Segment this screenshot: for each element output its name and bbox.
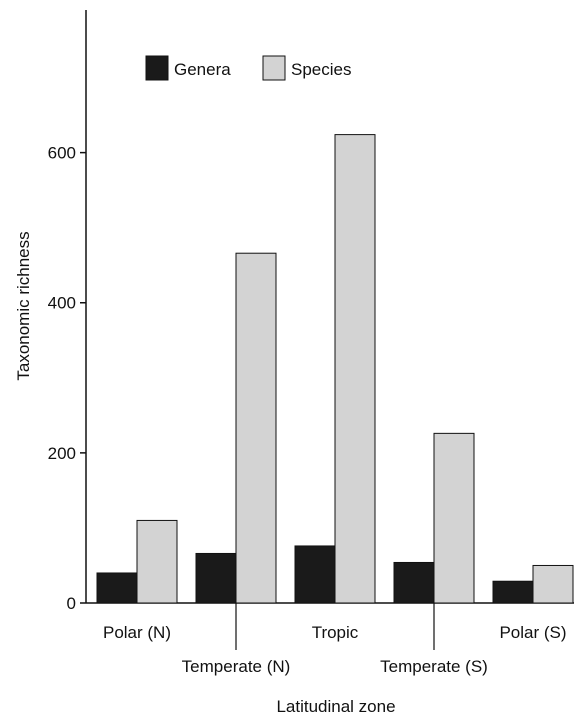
bar-species-2: [334, 134, 376, 604]
x-category-label: Polar (S): [499, 623, 566, 642]
y-tick-label: 200: [48, 444, 76, 463]
legend-swatch-species: [262, 55, 286, 81]
y-tick-label: 400: [48, 294, 76, 313]
x-category-label: Temperate (S): [380, 657, 488, 676]
x-axis-title: Latitudinal zone: [276, 697, 395, 716]
y-tick-label: 0: [67, 594, 76, 613]
bar-species-4: [532, 564, 574, 604]
bar-genera-0: [96, 572, 138, 604]
y-ticks: 0 200 400 600: [48, 144, 86, 613]
bar-genera-4: [492, 580, 534, 604]
bar-species-3: [433, 432, 475, 604]
bar-genera-2: [294, 545, 336, 604]
legend-swatch-genera: [145, 55, 169, 81]
bar-species-1: [235, 252, 277, 604]
legend-label-genera: Genera: [174, 60, 231, 79]
x-category-label: Polar (N): [103, 623, 171, 642]
y-tick-label: 600: [48, 144, 76, 163]
legend-label-species: Species: [291, 60, 351, 79]
x-category-labels: Polar (N) Temperate (N) Tropic Temperate (S…: [103, 603, 567, 676]
legend: Genera Species: [145, 55, 351, 81]
bar-species-0: [136, 519, 178, 604]
bar-genera-1: [195, 552, 237, 604]
bar-genera-3: [393, 561, 435, 604]
x-category-label: Tropic: [312, 623, 359, 642]
x-category-label: Temperate (N): [182, 657, 291, 676]
bars: [96, 134, 574, 604]
y-axis-title: Taxonomic richness: [14, 231, 33, 380]
